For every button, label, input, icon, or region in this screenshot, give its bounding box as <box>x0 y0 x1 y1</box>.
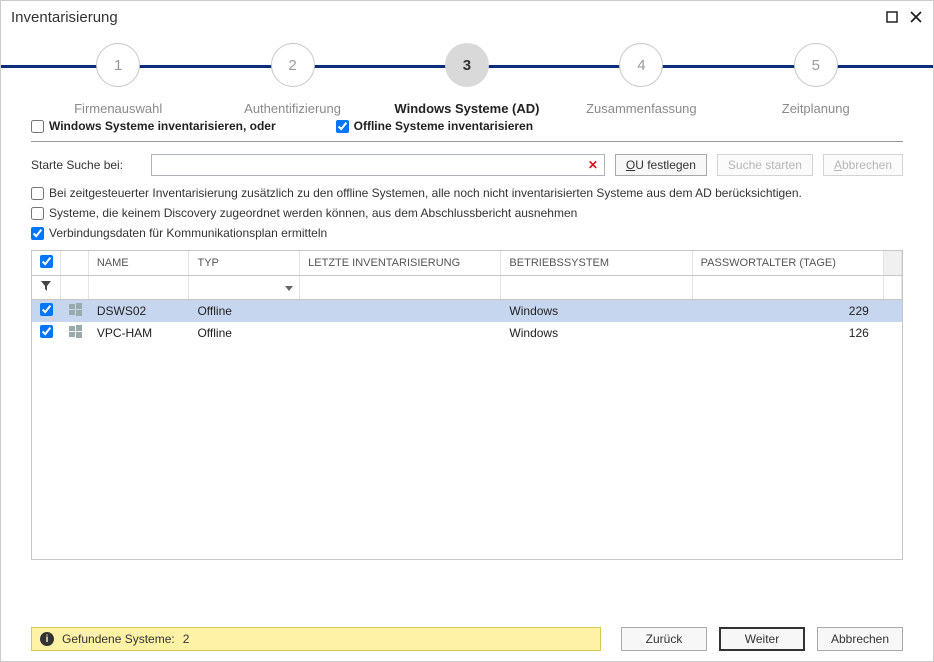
step-circle: 5 <box>794 43 838 87</box>
cell-os: Windows <box>501 300 692 322</box>
row-checkbox[interactable] <box>40 303 53 316</box>
filter-letzte[interactable] <box>300 276 501 300</box>
header-check-all[interactable] <box>40 255 53 268</box>
clear-search-icon[interactable]: ✕ <box>584 156 602 174</box>
col-letzte[interactable]: LETZTE INVENTARISIERUNG <box>300 251 501 276</box>
checkbox-invent-offline-label: Offline Systeme inventarisieren <box>354 119 533 133</box>
windows-icon <box>69 325 82 338</box>
checkbox-exclude-undiscovered-input[interactable] <box>31 207 44 220</box>
checkbox-scheduled-ad[interactable]: Bei zeitgesteuerter Inventarisierung zus… <box>31 186 903 200</box>
mode-check-row: Windows Systeme inventarisieren, oder Of… <box>31 113 903 142</box>
step-label: Zusammenfassung <box>586 101 697 116</box>
checkbox-exclude-undiscovered[interactable]: Systeme, die keinem Discovery zugeordnet… <box>31 206 903 220</box>
checkbox-invent-windows[interactable]: Windows Systeme inventarisieren, oder <box>31 119 276 133</box>
step-circle: 4 <box>619 43 663 87</box>
status-message: i Gefundene Systeme: 2 <box>31 627 601 651</box>
filter-pw[interactable] <box>692 276 883 300</box>
cell-letzte <box>300 322 501 344</box>
checkbox-exclude-undiscovered-label: Systeme, die keinem Discovery zugeordnet… <box>49 206 577 220</box>
step-circle: 3 <box>445 43 489 87</box>
wizard-step-1[interactable]: 1 Firmenauswahl <box>33 43 203 116</box>
wizard-step-3[interactable]: 3 Windows Systeme (AD) <box>382 43 552 116</box>
checkbox-scheduled-ad-label: Bei zeitgesteuerter Inventarisierung zus… <box>49 186 802 200</box>
cell-pw: 229 <box>692 300 883 322</box>
ou-set-button[interactable]: OU festlegen <box>615 154 707 176</box>
info-icon: i <box>40 632 54 646</box>
cell-letzte <box>300 300 501 322</box>
filter-name[interactable] <box>88 276 189 300</box>
wizard-step-4[interactable]: 4 Zusammenfassung <box>556 43 726 116</box>
step-label: Windows Systeme (AD) <box>394 101 539 116</box>
checkbox-connection-data-input[interactable] <box>31 227 44 240</box>
wizard-step-bar: 1 Firmenauswahl 2 Authentifizierung 3 Windows… <box>1 29 933 113</box>
titlebar: Inventarisierung <box>1 1 933 29</box>
cell-name: VPC-HAM <box>88 322 189 344</box>
maximize-button[interactable] <box>883 8 901 26</box>
step-label: Authentifizierung <box>244 101 341 116</box>
wizard-step-2[interactable]: 2 Authentifizierung <box>208 43 378 116</box>
checkbox-invent-offline-input[interactable] <box>336 120 349 133</box>
step-circle: 1 <box>96 43 140 87</box>
table-row[interactable]: DSWS02Offline Windows229 <box>32 300 902 322</box>
col-typ[interactable]: TYP <box>189 251 300 276</box>
window-title: Inventarisierung <box>11 9 118 26</box>
checkbox-connection-data-label: Verbindungsdaten für Kommunikationsplan … <box>49 226 327 240</box>
step-label: Zeitplanung <box>782 101 850 116</box>
filter-typ-dropdown[interactable] <box>189 276 300 300</box>
close-button[interactable] <box>907 8 925 26</box>
cell-typ: Offline <box>189 322 300 344</box>
start-search-button: Suche starten <box>717 154 813 176</box>
windows-icon <box>69 303 82 316</box>
next-button[interactable]: Weiter <box>719 627 805 651</box>
cancel-button[interactable]: Abbrechen <box>817 627 903 651</box>
col-pw[interactable]: PASSWORTALTER (TAGE) <box>692 251 883 276</box>
step-circle: 2 <box>271 43 315 87</box>
cell-name: DSWS02 <box>88 300 189 322</box>
checkbox-invent-windows-label: Windows Systeme inventarisieren, oder <box>49 119 276 133</box>
checkbox-invent-windows-input[interactable] <box>31 120 44 133</box>
search-input[interactable] <box>158 156 584 174</box>
search-label: Starte Suche bei: <box>31 158 141 172</box>
status-bar: i Gefundene Systeme: 2 Zurück Weiter Abb… <box>1 619 933 661</box>
status-count: 2 <box>183 632 190 646</box>
table-row[interactable]: VPC-HAMOffline Windows126 <box>32 322 902 344</box>
checkbox-scheduled-ad-input[interactable] <box>31 187 44 200</box>
cell-os: Windows <box>501 322 692 344</box>
filter-os[interactable] <box>501 276 692 300</box>
back-button[interactable]: Zurück <box>621 627 707 651</box>
search-input-container: ✕ <box>151 154 605 176</box>
search-row: Starte Suche bei: ✕ OU festlegen Suche s… <box>31 142 903 186</box>
wizard-step-5[interactable]: 5 Zeitplanung <box>731 43 901 116</box>
col-os[interactable]: BETRIEBSSYSTEM <box>501 251 692 276</box>
row-checkbox[interactable] <box>40 325 53 338</box>
cell-pw: 126 <box>692 322 883 344</box>
cell-typ: Offline <box>189 300 300 322</box>
filter-icon[interactable] <box>32 276 60 300</box>
options-block: Bei zeitgesteuerter Inventarisierung zus… <box>31 186 903 250</box>
status-label: Gefundene Systeme: <box>62 632 175 646</box>
table-header-row: NAME TYP LETZTE INVENTARISIERUNG BETRIEB… <box>32 251 902 276</box>
cancel-search-button: Abbrechen <box>823 154 903 176</box>
inventory-wizard-window: Inventarisierung 1 Firmenauswahl 2 Authenti… <box>0 0 934 662</box>
table-filter-row <box>32 276 902 300</box>
checkbox-invent-offline[interactable]: Offline Systeme inventarisieren <box>336 119 533 133</box>
checkbox-connection-data[interactable]: Verbindungsdaten für Kommunikationsplan … <box>31 226 903 240</box>
systems-table: NAME TYP LETZTE INVENTARISIERUNG BETRIEB… <box>31 250 903 560</box>
col-name[interactable]: NAME <box>88 251 189 276</box>
step-label: Firmenauswahl <box>74 101 162 116</box>
